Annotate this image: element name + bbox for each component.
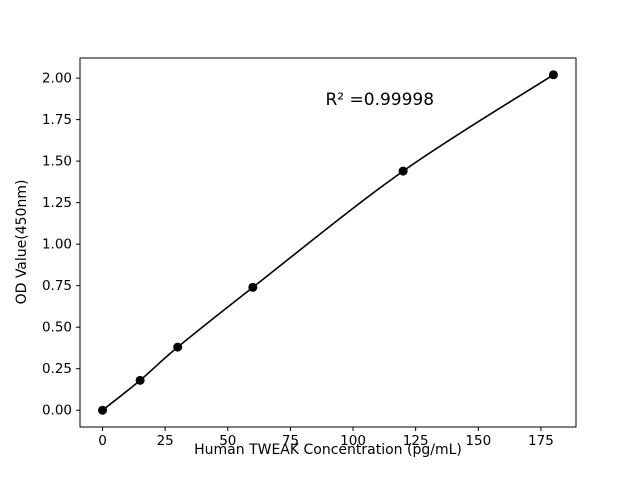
x-tick-label: 75 — [282, 433, 299, 449]
x-tick-label: 100 — [340, 433, 366, 449]
x-tick-label: 0 — [98, 433, 107, 449]
x-axis-label: Human TWEAK Concentration (pg/mL) — [194, 442, 462, 458]
x-tick-label: 175 — [528, 433, 554, 449]
data-point — [173, 342, 183, 352]
data-point — [398, 166, 408, 176]
axes-box — [79, 57, 577, 428]
y-tick-label: 1.25 — [42, 195, 72, 211]
x-tick-label: 25 — [157, 433, 174, 449]
y-tick-label: 0.00 — [42, 403, 72, 419]
data-point — [135, 375, 145, 385]
x-tick-label: 150 — [465, 433, 491, 449]
y-tick-label: 0.50 — [42, 320, 72, 336]
data-point — [548, 70, 558, 80]
y-tick-label: 1.75 — [42, 112, 72, 128]
y-tick-label: 1.50 — [42, 154, 72, 170]
y-axis-label: OD Value(450nm) — [14, 179, 30, 305]
y-tick-label: 1.00 — [42, 237, 72, 253]
r-squared-annotation: R² =0.99998 — [325, 89, 435, 110]
y-tick-label: 0.25 — [42, 361, 72, 377]
y-tick-label: 0.75 — [42, 278, 72, 294]
fit-curve — [102, 74, 554, 411]
y-tick-label: 2.00 — [42, 71, 72, 87]
x-tick-label: 125 — [403, 433, 429, 449]
x-tick-label: 50 — [219, 433, 236, 449]
data-point — [98, 405, 108, 415]
data-point — [248, 282, 258, 292]
